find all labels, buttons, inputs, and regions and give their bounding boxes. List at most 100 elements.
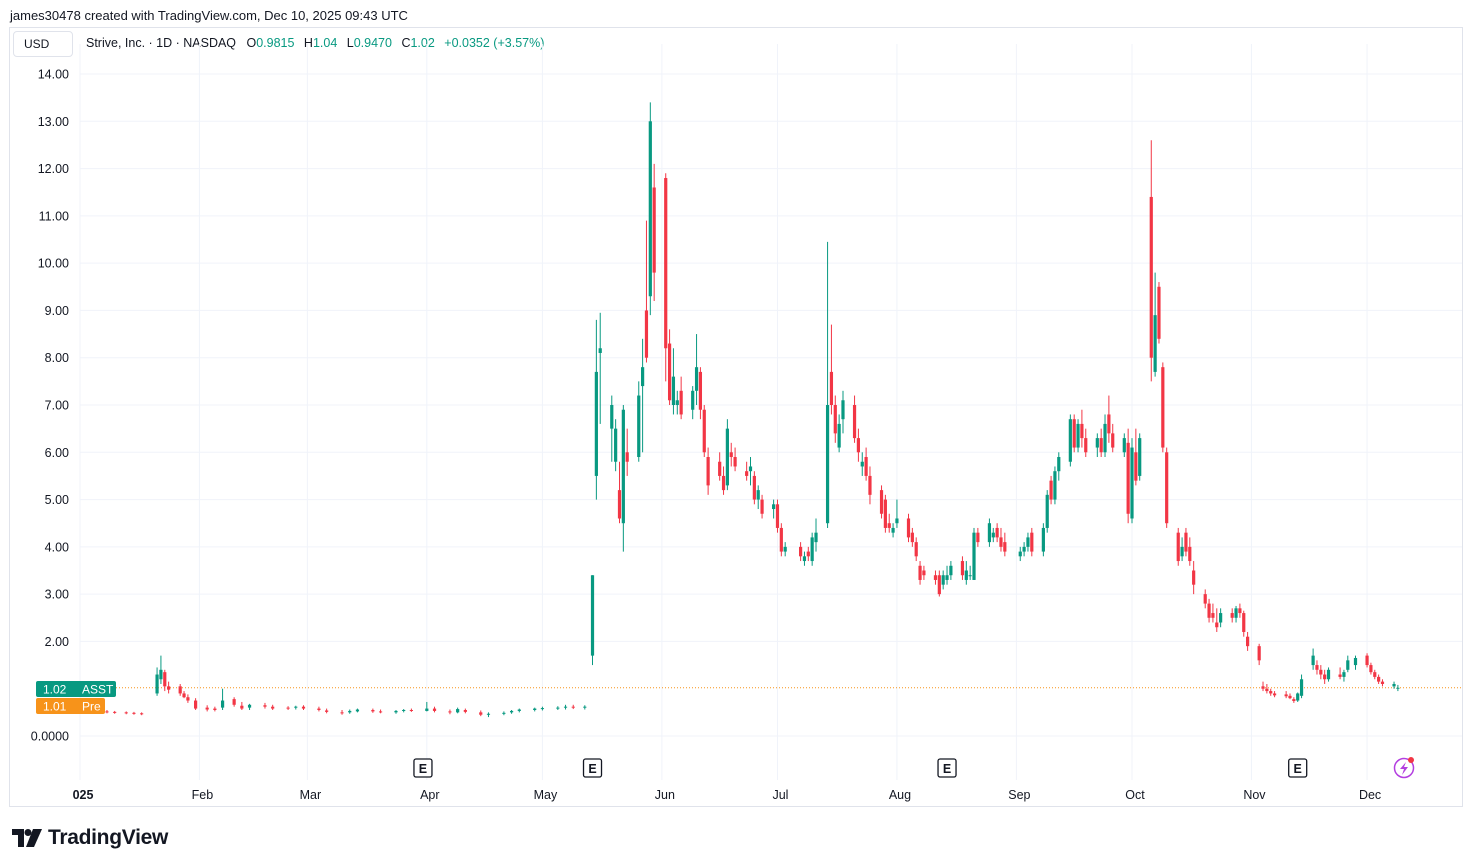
candle-down xyxy=(617,461,622,524)
candles xyxy=(105,102,1400,718)
pre-market-badge-bg xyxy=(36,698,105,714)
candle-body xyxy=(1176,532,1180,562)
candle-body xyxy=(1234,608,1238,618)
candle-up xyxy=(1299,674,1304,699)
candle-down xyxy=(463,708,467,714)
candle-body xyxy=(186,697,190,701)
candle-body xyxy=(1045,494,1049,528)
candle-up xyxy=(802,551,807,566)
candle-body xyxy=(856,438,861,453)
candle-body xyxy=(432,708,437,711)
candle-body xyxy=(721,475,726,491)
candle-body xyxy=(1041,527,1045,552)
candle-up xyxy=(509,709,514,714)
candle-up xyxy=(675,390,679,415)
candle-up xyxy=(1326,667,1331,682)
candle-body xyxy=(1184,532,1188,552)
candle-body xyxy=(448,711,452,713)
candle-body xyxy=(1161,367,1165,448)
candle-down xyxy=(706,447,710,495)
lightning-icon[interactable] xyxy=(1393,757,1415,779)
candle-body xyxy=(301,706,306,709)
candle-up xyxy=(486,712,491,718)
candle-body xyxy=(479,712,483,715)
candle-body xyxy=(502,712,506,714)
candle-up xyxy=(891,523,895,538)
x-axis: 025 Feb Mar Apr May Jun Jul Aug Sep Oct Nov Dec xyxy=(73,788,1382,802)
candle-up xyxy=(594,319,598,500)
candle-up xyxy=(1122,433,1126,458)
candle-body xyxy=(783,546,787,552)
tradingview-logo[interactable]: TradingView xyxy=(12,826,168,850)
x-tick-label: Apr xyxy=(420,788,439,802)
candle-down xyxy=(205,705,209,712)
candle-up xyxy=(1041,523,1045,557)
candle-body xyxy=(852,405,857,439)
lightning-icon-bolt xyxy=(1400,762,1408,775)
candle-up xyxy=(590,575,595,666)
candle-up xyxy=(949,561,953,580)
candle-body xyxy=(895,518,899,524)
candle-up xyxy=(1219,608,1223,628)
candle-body xyxy=(378,711,383,713)
candle-down xyxy=(799,542,803,562)
candle-down xyxy=(1176,527,1180,566)
candle-body xyxy=(240,705,244,709)
candle-body xyxy=(583,706,587,708)
low-label: L xyxy=(346,36,354,50)
candle-down xyxy=(1246,631,1250,651)
candle-body xyxy=(964,570,968,580)
candle-body xyxy=(1380,681,1385,684)
candle-body xyxy=(1261,686,1265,689)
candle-body xyxy=(1149,196,1153,358)
earnings-marker[interactable]: E xyxy=(413,758,433,778)
candle-body xyxy=(864,457,868,476)
candle-up xyxy=(691,386,695,420)
currency-button[interactable]: USD xyxy=(13,31,73,57)
candle-body xyxy=(1180,546,1184,557)
candle-down xyxy=(1265,683,1269,694)
candle-body xyxy=(590,575,595,656)
candle-down xyxy=(1003,532,1007,557)
candle-body xyxy=(745,471,749,476)
candle-body xyxy=(945,575,949,580)
candle-body xyxy=(679,390,683,415)
earnings-marker[interactable]: E xyxy=(937,758,957,778)
candle-body xyxy=(937,575,941,595)
candle-body xyxy=(910,532,914,543)
earnings-marker[interactable]: E xyxy=(582,758,603,778)
candle-body xyxy=(348,710,352,713)
candle-body xyxy=(1130,447,1134,519)
candle-up xyxy=(583,705,587,710)
earnings-marker[interactable]: E xyxy=(1288,758,1308,778)
candle-up xyxy=(247,703,252,710)
candle-body xyxy=(425,708,429,711)
x-tick-label: Mar xyxy=(300,788,322,802)
candle-down xyxy=(1261,681,1265,692)
candle-down xyxy=(721,466,726,495)
candle-down xyxy=(864,447,868,481)
candle-body xyxy=(1207,603,1211,618)
candle-body xyxy=(999,537,1003,547)
candle-down xyxy=(1149,140,1153,382)
candle-body xyxy=(1342,672,1346,677)
symbol-title[interactable]: Strive, Inc. · 1D · NASDAQ xyxy=(86,36,237,50)
candle-body xyxy=(718,461,722,476)
candle-up xyxy=(598,312,602,424)
candle-down xyxy=(644,220,649,363)
candle-body xyxy=(1346,660,1350,670)
candle-up xyxy=(1095,433,1099,458)
candle-body xyxy=(1292,699,1296,702)
candle-down xyxy=(1192,561,1196,595)
candle-body xyxy=(1049,480,1053,500)
candle-up xyxy=(991,527,995,543)
candle-body xyxy=(1265,688,1269,692)
candle-down xyxy=(1365,653,1369,668)
candle-body xyxy=(271,706,275,709)
candle-body xyxy=(772,504,776,510)
candle-down xyxy=(271,704,275,710)
candle-down xyxy=(760,494,764,519)
candle-body xyxy=(1134,452,1138,481)
y-tick-label: 9.00 xyxy=(45,304,69,318)
